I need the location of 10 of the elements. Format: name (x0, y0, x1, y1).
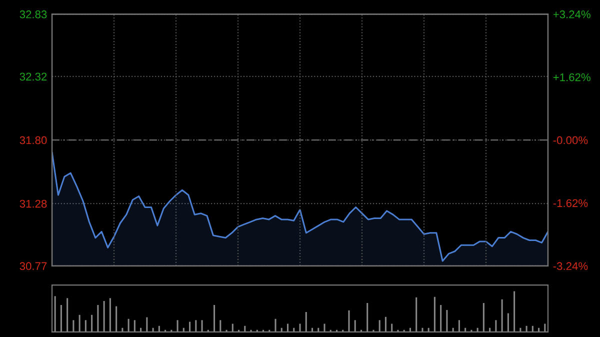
y-tick-label: 31.28 (20, 200, 47, 208)
y2-tick-label: +1.62% (553, 73, 590, 82)
y-tick-label: 31.80 (20, 136, 47, 144)
y-tick-label: 30.77 (20, 262, 47, 270)
y-tick-label: 32.32 (20, 72, 47, 81)
y2-tick-label: -0.00% (553, 136, 588, 144)
y2-tick-label: +3.24% (553, 10, 590, 18)
y2-tick-label: -3.24% (553, 262, 588, 270)
y-tick-label: 32.83 (20, 10, 47, 18)
y2-tick-label: -1.62% (553, 199, 588, 208)
